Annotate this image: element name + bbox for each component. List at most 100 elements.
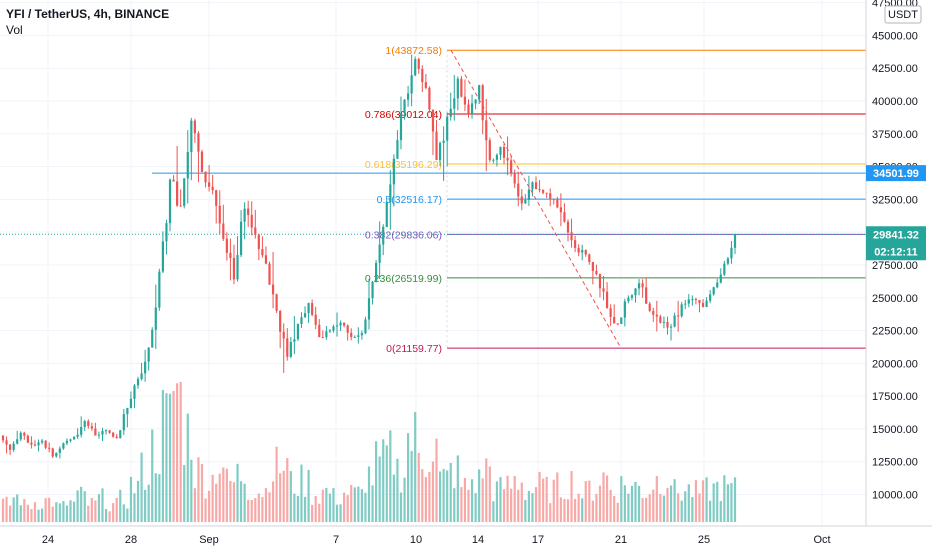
candle-body bbox=[613, 317, 616, 324]
candle-body bbox=[90, 426, 93, 429]
candle-body bbox=[140, 373, 143, 380]
volume-bar bbox=[154, 473, 157, 522]
volume-bar bbox=[101, 488, 104, 522]
volume-bar bbox=[239, 481, 243, 522]
volume-bar bbox=[563, 499, 566, 522]
volume-bar bbox=[677, 493, 680, 522]
volume-bar bbox=[83, 491, 86, 522]
candle-body bbox=[23, 432, 26, 436]
candle-body bbox=[129, 398, 133, 408]
volume-bar bbox=[318, 503, 321, 522]
volume-bar bbox=[37, 509, 40, 522]
candle-body bbox=[83, 421, 86, 428]
candle-body bbox=[222, 223, 225, 239]
candle-body bbox=[406, 93, 410, 100]
volume-bar bbox=[442, 469, 445, 522]
symbol-title[interactable]: YFI / TetherUS, 4h, BINANCE bbox=[6, 7, 170, 21]
candle-body bbox=[726, 258, 729, 264]
time-tick-label: 24 bbox=[42, 534, 54, 546]
candle-body bbox=[460, 78, 463, 97]
price-tick-label: 20000.00 bbox=[872, 358, 918, 370]
candle-body bbox=[698, 300, 701, 304]
candle-body bbox=[311, 303, 314, 315]
candle-body bbox=[709, 294, 712, 301]
candle-body bbox=[87, 421, 90, 427]
price-tick-label: 22500.00 bbox=[872, 326, 918, 338]
volume-bar bbox=[698, 493, 701, 522]
volume-bar bbox=[136, 480, 140, 522]
volume-indicator-label[interactable]: Vol bbox=[6, 23, 23, 37]
candle-body bbox=[343, 322, 346, 326]
candle-body bbox=[531, 182, 534, 190]
volume-bar bbox=[51, 506, 54, 522]
hline-price-tag: 34501.99 bbox=[873, 168, 919, 180]
fib-level-label: 0.618(35196.29) bbox=[365, 159, 442, 171]
candle-body bbox=[197, 133, 200, 152]
candle-body bbox=[666, 321, 669, 328]
volume-bar bbox=[538, 471, 541, 522]
candle-body bbox=[12, 443, 15, 450]
candle-body bbox=[545, 192, 548, 194]
volume-bar bbox=[186, 413, 189, 522]
candle-body bbox=[417, 59, 420, 69]
volume-bar bbox=[65, 505, 69, 522]
candle-body bbox=[314, 314, 317, 325]
volume-bar bbox=[545, 476, 548, 522]
trend-line[interactable] bbox=[450, 49, 622, 349]
volume-bar bbox=[652, 489, 655, 522]
volume-bar bbox=[268, 492, 271, 522]
candle-body bbox=[488, 140, 491, 161]
volume-bar bbox=[709, 500, 712, 522]
candle-body bbox=[328, 330, 332, 332]
candle-body bbox=[495, 154, 499, 160]
candle-body bbox=[165, 223, 168, 242]
candle-body bbox=[94, 428, 97, 436]
volume-bar bbox=[190, 459, 193, 522]
candle-body bbox=[449, 108, 452, 117]
volume-bar bbox=[492, 501, 495, 522]
candle-body bbox=[303, 313, 307, 318]
candle-body bbox=[158, 271, 161, 308]
candle-body bbox=[193, 120, 196, 134]
currency-badge[interactable]: USDT bbox=[884, 5, 922, 24]
volume-bar bbox=[691, 497, 694, 522]
candle-body bbox=[229, 252, 232, 258]
horizontal-line[interactable] bbox=[0, 172, 866, 235]
candle-body bbox=[33, 444, 37, 446]
volume-bar bbox=[133, 493, 136, 522]
candle-body bbox=[701, 303, 705, 307]
volume-bar bbox=[392, 474, 395, 522]
fib-level-label: 0.5(32516.17) bbox=[377, 194, 442, 206]
candle-body bbox=[463, 96, 467, 105]
volume-bar bbox=[343, 492, 346, 522]
candle-body bbox=[279, 310, 282, 332]
candle-body bbox=[662, 321, 666, 323]
volume-bar bbox=[44, 498, 47, 522]
volume-bar bbox=[300, 464, 303, 522]
candle-body bbox=[566, 221, 570, 233]
candle-body bbox=[584, 250, 587, 255]
volume-bar bbox=[598, 485, 602, 522]
candle-body bbox=[438, 142, 442, 161]
volume-bar bbox=[5, 496, 8, 522]
fibonacci-retracement[interactable]: 1(43872.58) 0.786(39012.04) 0.618(35196.29… bbox=[365, 45, 866, 355]
volume-bar bbox=[328, 493, 332, 522]
volume-bar bbox=[161, 389, 165, 522]
candlesticks bbox=[1, 54, 737, 459]
price-axis-labels[interactable]: 10000.00 12500.00 15000.00 17500.00 20000.00… bbox=[872, 0, 918, 502]
candle-body bbox=[76, 434, 79, 437]
time-axis-labels[interactable]: 24 28 Sep 7 10 14 17 21 25 Oct bbox=[42, 534, 831, 546]
time-tick-label: 21 bbox=[615, 534, 627, 546]
candle-body bbox=[492, 159, 495, 161]
volume-bar bbox=[552, 479, 555, 522]
candle-body bbox=[645, 287, 648, 304]
candle-body bbox=[396, 140, 399, 159]
candle-body bbox=[673, 315, 676, 327]
candle-body bbox=[694, 299, 698, 301]
volume-bar bbox=[1, 498, 5, 522]
candle-body bbox=[680, 304, 683, 317]
volume-bar bbox=[19, 505, 22, 522]
candle-body bbox=[1, 435, 5, 441]
candle-body bbox=[239, 221, 243, 256]
